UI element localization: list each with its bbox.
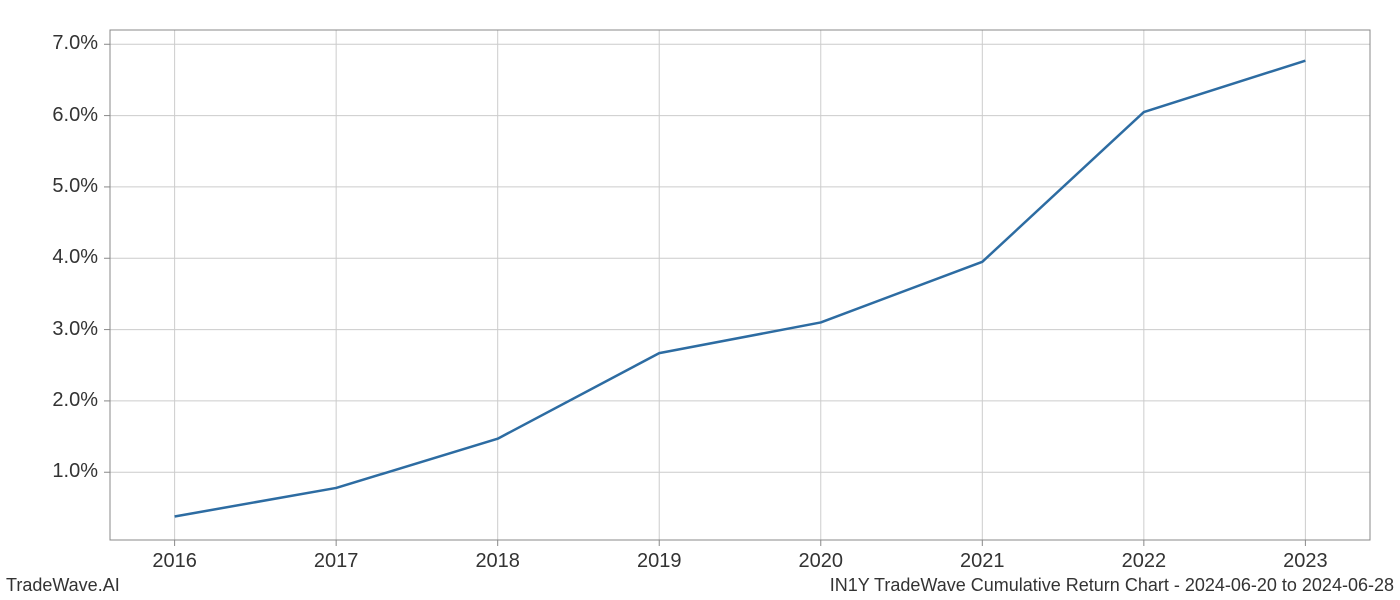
x-tick-label: 2021 — [954, 550, 1010, 573]
x-tick-label: 2016 — [147, 550, 203, 573]
y-tick-label: 6.0% — [52, 104, 98, 127]
x-tick-label: 2020 — [793, 550, 849, 573]
y-tick-label: 3.0% — [52, 318, 98, 341]
y-tick-label: 5.0% — [52, 175, 98, 198]
line-chart — [0, 0, 1400, 600]
x-tick-label: 2022 — [1116, 550, 1172, 573]
footer-right-label: IN1Y TradeWave Cumulative Return Chart -… — [830, 575, 1394, 596]
x-tick-label: 2019 — [631, 550, 687, 573]
x-tick-label: 2023 — [1277, 550, 1333, 573]
footer-left-label: TradeWave.AI — [6, 575, 120, 596]
x-tick-label: 2018 — [470, 550, 526, 573]
x-tick-label: 2017 — [308, 550, 364, 573]
y-tick-label: 7.0% — [52, 32, 98, 55]
y-tick-label: 1.0% — [52, 460, 98, 483]
y-tick-label: 2.0% — [52, 389, 98, 412]
chart-container: 1.0% 2.0% 3.0% 4.0% 5.0% 6.0% 7.0% 2016 2017 201… — [0, 0, 1400, 600]
y-tick-label: 4.0% — [52, 246, 98, 269]
